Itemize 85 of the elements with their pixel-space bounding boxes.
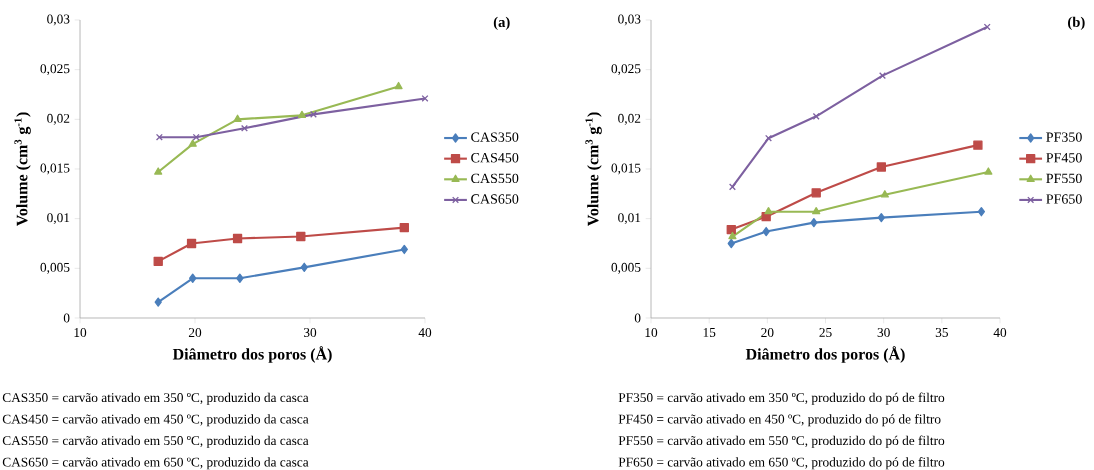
point <box>977 207 986 217</box>
legend-label: CAS650 <box>471 194 519 204</box>
point <box>812 207 821 215</box>
text: CAS450 = carvão ativado em 450 ºC, produzido da casca <box>2 414 309 427</box>
point <box>984 167 993 175</box>
point <box>399 222 409 233</box>
point <box>811 188 821 198</box>
x-tick-label: 40 <box>418 328 432 338</box>
point <box>236 273 244 283</box>
legend-label: PF450 <box>1046 153 1082 163</box>
y-tick-label: 0,01 <box>47 213 70 225</box>
text: PF550 = carvão ativado em 550 ºC, produzido do pó de filtro <box>618 435 945 448</box>
point <box>876 162 887 172</box>
x-tick-label: 10 <box>74 328 87 338</box>
x-tick-label: 20 <box>761 328 774 338</box>
point <box>189 273 197 283</box>
y-tick-label: 0,02 <box>618 113 641 125</box>
point <box>233 114 242 122</box>
x-axis-title: Diâmetro dos poros (Å) <box>745 346 905 363</box>
point <box>394 81 403 90</box>
point <box>879 72 887 80</box>
x-axis-title: Diâmetro dos poros (Å) <box>172 346 332 363</box>
point <box>762 226 770 237</box>
point <box>400 244 408 255</box>
point <box>296 231 306 242</box>
y-tick-label: 0,005 <box>40 262 70 274</box>
y-tick-label: 0,025 <box>611 64 641 76</box>
x-tick-label: 20 <box>188 328 202 338</box>
y-tick-label: 0,015 <box>611 163 641 175</box>
point <box>880 190 889 198</box>
point <box>154 297 162 307</box>
y-axis-title: Volume (cm$^{3}$ g$^{-1}$) <box>585 112 602 227</box>
text: CAS650 = carvão ativado em 650 ºC, produzido da casca <box>2 457 309 470</box>
text: (b) <box>1068 16 1085 30</box>
y-tick-label: 0 <box>63 313 70 323</box>
point <box>810 217 818 228</box>
text: PF350 = carvão ativado em 350 ºC, produzido do pó de filtro <box>618 392 945 405</box>
legend-label: CAS450 <box>471 153 519 163</box>
y-tick-label: 0,005 <box>611 262 641 274</box>
x-tick-label: 10 <box>645 328 658 338</box>
point <box>765 134 772 142</box>
y-tick-label: 0,015 <box>40 163 70 175</box>
x-tick-label: 25 <box>819 328 832 337</box>
point <box>154 167 163 175</box>
text: CAS350 = carvão ativado em 350 ºC, produzido da casca <box>2 392 309 405</box>
point <box>186 238 197 249</box>
y-tick-label: 0,025 <box>40 64 70 76</box>
point <box>297 110 307 119</box>
point <box>240 124 248 132</box>
point <box>153 256 163 267</box>
point <box>728 231 737 240</box>
text: (a) <box>493 16 510 30</box>
point <box>727 238 735 249</box>
legend-label: PF550 <box>1046 173 1082 184</box>
x-tick-label: 15 <box>703 328 716 337</box>
point <box>983 23 991 31</box>
text: PF450 = carvão ativado en 450 ºC, produzido do pó de filtro <box>618 414 941 427</box>
x-tick-label: 40 <box>993 328 1007 338</box>
point <box>728 183 736 191</box>
point <box>232 233 243 244</box>
y-axis-title: Volume (cm$^{3}$ g$^{-1}$) <box>14 112 31 227</box>
legend-label: CAS350 <box>471 132 519 142</box>
text: CAS550 = carvão ativado em 550 ºC, produzido da casca <box>2 435 309 448</box>
point <box>812 112 820 120</box>
legend-label: CAS550 <box>471 173 519 184</box>
point <box>764 207 773 215</box>
y-tick-label: 0,02 <box>47 113 70 125</box>
point <box>155 133 163 141</box>
x-tick-label: 35 <box>935 328 948 337</box>
point <box>726 224 736 235</box>
point <box>421 94 429 102</box>
y-tick-label: 0,03 <box>47 14 70 26</box>
point <box>973 140 983 150</box>
legend-label: PF350 <box>1046 132 1082 142</box>
y-tick-label: 0 <box>634 313 641 323</box>
text: PF650 = carvão ativado em 650 ºC, produzido do pó de filtro <box>618 457 945 470</box>
point <box>309 110 317 118</box>
point <box>300 262 308 272</box>
y-tick-label: 0,01 <box>618 213 641 225</box>
legend-label: PF650 <box>1046 194 1082 204</box>
point <box>877 212 886 223</box>
point <box>188 139 197 147</box>
x-tick-label: 30 <box>877 328 890 338</box>
y-tick-label: 0,03 <box>618 14 641 26</box>
x-tick-label: 30 <box>303 328 317 338</box>
